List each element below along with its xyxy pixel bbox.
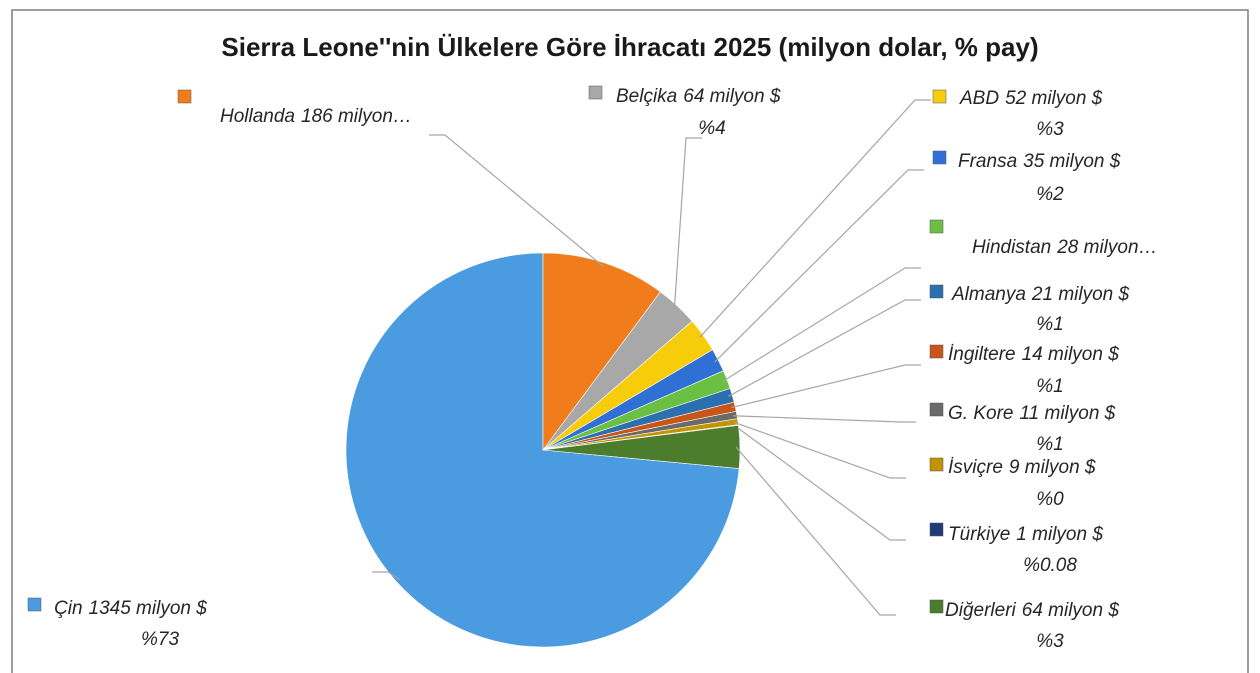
category-name: ABD xyxy=(959,88,999,109)
percent-label: %4 xyxy=(698,118,725,139)
leader-line xyxy=(673,137,702,309)
leader-line xyxy=(714,169,924,363)
percent-label: %1 xyxy=(1036,434,1063,455)
percent-label: %1 xyxy=(1036,376,1063,397)
leader-line xyxy=(732,415,916,423)
value-label: 9 milyon $ xyxy=(1009,457,1096,478)
legend-swatch xyxy=(588,85,603,100)
percent-label: %1 xyxy=(1036,314,1063,335)
category-name: Diğerleri xyxy=(945,600,1017,621)
data-label: Diğerleri 64 milyon $ xyxy=(945,600,1119,621)
category-name: Çin xyxy=(54,598,83,619)
data-label: Türkiye 1 milyon $ xyxy=(948,524,1103,545)
percent-label: %0 xyxy=(1036,489,1064,510)
data-label: Belçika 64 milyon $ xyxy=(616,86,781,107)
percent-label: %0.08 xyxy=(1023,555,1077,576)
data-label: İsviçre 9 milyon $ xyxy=(948,457,1096,478)
legend-swatch xyxy=(27,597,42,612)
leader-line xyxy=(731,364,921,409)
data-label: İngiltere 14 milyon $ xyxy=(948,344,1119,365)
pie-slice xyxy=(542,252,661,451)
category-name: Belçika xyxy=(616,86,677,107)
data-label: ABD 52 milyon $ xyxy=(959,88,1103,109)
percent-label: %3 xyxy=(1036,631,1064,652)
legend-swatch xyxy=(929,522,944,537)
pie-slice xyxy=(542,425,741,469)
leader-line xyxy=(699,99,931,338)
value-label: 64 milyon $ xyxy=(1022,600,1120,621)
chart-title: Sierra Leone''nin Ülkelere Göre İhracatı… xyxy=(221,32,1038,62)
category-name: İsviçre xyxy=(948,457,1003,478)
pie-slice xyxy=(345,252,740,648)
value-label: 14 milyon $ xyxy=(1022,344,1120,365)
data-label: Çin 1345 milyon $ xyxy=(54,598,207,619)
leader-line xyxy=(734,425,906,541)
value-label: 35 milyon $ xyxy=(1023,151,1121,172)
legend-swatch xyxy=(929,219,944,234)
data-label: G. Kore 11 milyon $ xyxy=(948,403,1116,424)
legend-swatch xyxy=(929,599,944,614)
data-label: Hindistan 28 milyon… xyxy=(972,237,1158,258)
chart-border xyxy=(11,9,1249,673)
value-label: 52 milyon $ xyxy=(1005,88,1103,109)
leader-line xyxy=(429,134,604,268)
value-label: 186 milyon… xyxy=(301,106,412,127)
category-name: Türkiye xyxy=(948,524,1010,545)
leader-line xyxy=(722,267,921,382)
legend-swatch xyxy=(177,89,192,104)
percent-label: %2 xyxy=(1036,184,1064,205)
value-label: 1345 milyon $ xyxy=(89,598,208,619)
value-label: 28 milyon… xyxy=(1056,237,1157,258)
leader-line xyxy=(728,299,921,397)
legend-swatch xyxy=(932,89,947,104)
legend-swatch xyxy=(929,344,944,359)
value-label: 21 milyon $ xyxy=(1031,284,1130,305)
legend-swatch xyxy=(932,150,947,165)
category-name: İngiltere xyxy=(948,344,1016,365)
data-label: Fransa 35 milyon $ xyxy=(958,151,1121,172)
category-name: G. Kore xyxy=(948,403,1013,424)
value-label: 64 milyon $ xyxy=(683,86,781,107)
leader-line xyxy=(733,421,906,479)
percent-label: %73 xyxy=(141,629,179,650)
value-label: 1 milyon $ xyxy=(1016,524,1103,545)
value-label: 11 milyon $ xyxy=(1019,403,1115,424)
leader-line xyxy=(735,446,896,616)
legend-swatch xyxy=(929,457,944,472)
category-name: Hollanda xyxy=(220,106,295,127)
data-label: Hollanda 186 milyon… xyxy=(220,106,412,127)
category-name: Almanya xyxy=(951,284,1026,305)
leader-line xyxy=(372,571,401,581)
category-name: Hindistan xyxy=(972,237,1051,258)
data-label: Almanya 21 milyon $ xyxy=(951,284,1130,305)
legend-swatch xyxy=(929,284,944,299)
category-name: Fransa xyxy=(958,151,1017,172)
legend-swatch xyxy=(929,402,944,417)
percent-label: %3 xyxy=(1036,119,1064,140)
